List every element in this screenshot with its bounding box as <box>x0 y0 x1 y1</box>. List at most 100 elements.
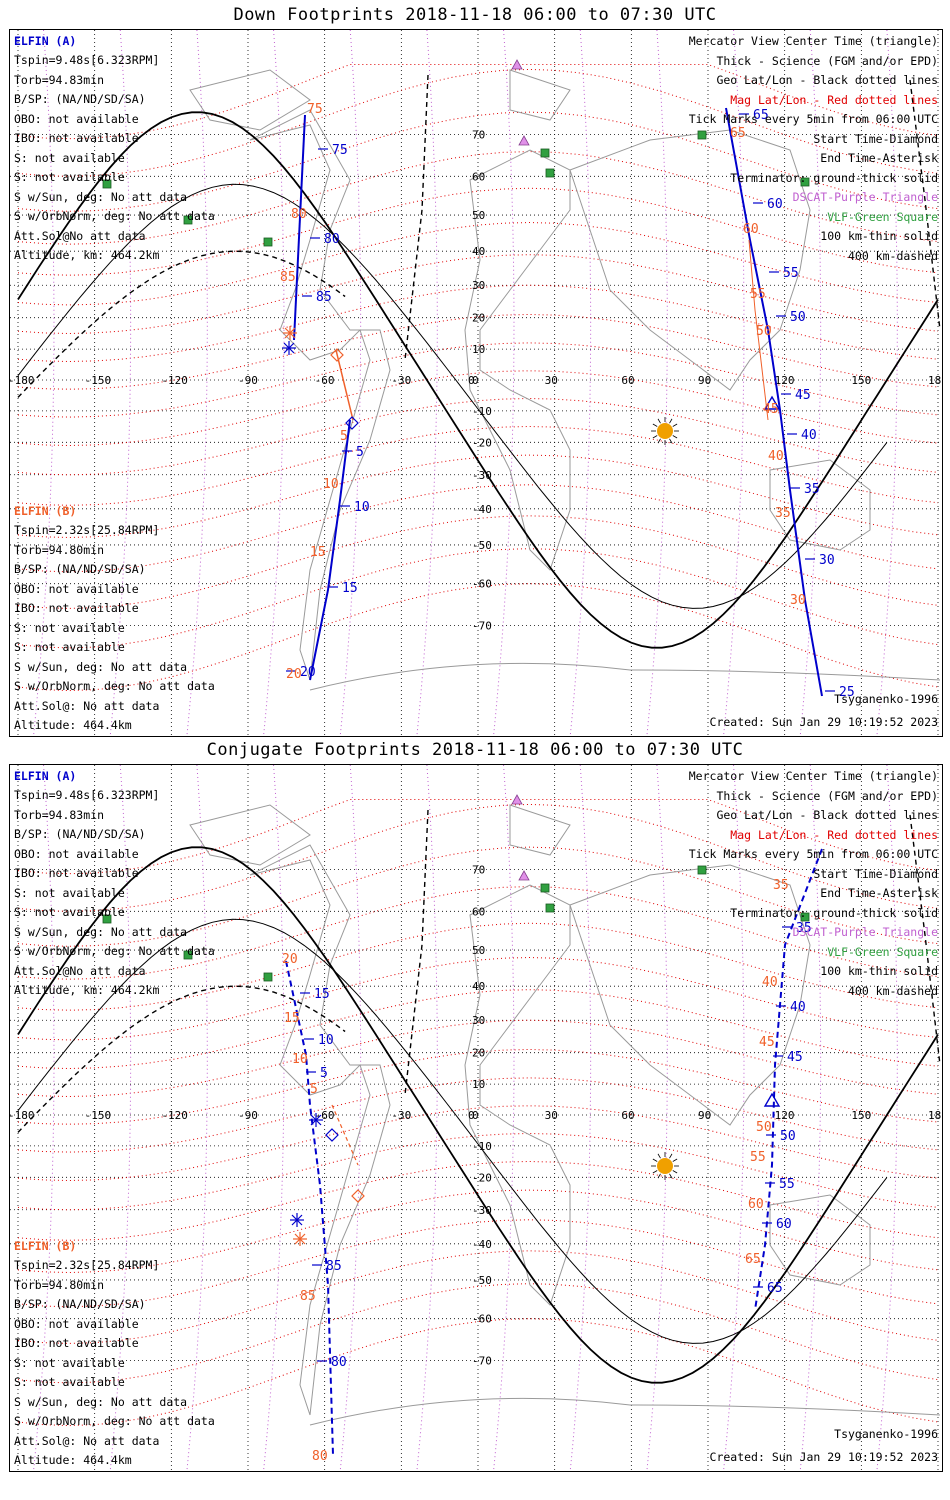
track-time-label: 55 <box>750 287 766 302</box>
coastline <box>569 864 811 1126</box>
created-timestamp: Created: Sun Jan 29 10:19:52 2023 <box>709 1450 938 1464</box>
sun-ray <box>652 435 658 439</box>
elfin-a-name: ELFIN (A) <box>14 34 77 48</box>
elfin-b-info-line: Torb=94.80min <box>14 1277 105 1292</box>
track-time-label: 10 <box>292 1052 308 1067</box>
end-asterisk <box>293 1232 307 1246</box>
dscat-marker <box>511 59 523 70</box>
sun-ray <box>669 438 673 444</box>
legend-line: End Time-Asterisk <box>820 886 938 900</box>
track-time-label: 35 <box>796 921 812 936</box>
elfin-b-info-line: S: not available <box>14 640 125 654</box>
terminator-400km <box>404 74 429 361</box>
track-time-label: 10 <box>318 1033 334 1048</box>
track-time-label: 15 <box>314 987 330 1002</box>
mag-lat-line <box>17 425 939 506</box>
vlf-station-marker <box>102 914 112 924</box>
elfin-b-science-track <box>309 419 351 681</box>
coastline <box>464 149 571 571</box>
sun-disc <box>657 1158 673 1174</box>
track-time-label: 40 <box>801 428 817 443</box>
lon-tick-label: -90 <box>238 1109 258 1122</box>
mag-lat-line <box>17 515 939 609</box>
asterisk-stroke <box>284 327 296 339</box>
vlf-station-marker <box>183 950 193 960</box>
lat-tick-label: 30 <box>472 279 485 292</box>
legend-line: 100 km-thin solid <box>820 229 938 243</box>
terminator-100km <box>17 183 888 609</box>
elfin-b-track <box>331 1104 359 1166</box>
map-panel-down: 70 60 50 40 30 20 10 0 -10 -20 -30 -40 -50 -60 -70 -180… <box>9 29 943 737</box>
mag-lat-line <box>17 956 939 1041</box>
lat-tick-label: 0 <box>472 1109 479 1122</box>
elfin-b-name: ELFIN (B) <box>14 504 77 518</box>
asterisk-stroke <box>291 1214 303 1226</box>
lat-tick-label: -20 <box>472 1171 492 1184</box>
lon-tick-label: -120 <box>161 1109 188 1122</box>
track-time-label: 5 <box>340 429 348 444</box>
elfin-b-info-line: Tspin=2.32s[25.84RPM] <box>14 523 160 537</box>
lon-tick-label: 150 <box>851 1109 871 1122</box>
track-time-label: 35 <box>773 878 789 893</box>
lat-tick-label: -70 <box>472 620 492 633</box>
coastline <box>189 804 311 866</box>
legend-line: 100 km-thin solid <box>820 964 938 978</box>
sun-ray <box>672 435 678 439</box>
mag-lat-line <box>17 1250 939 1344</box>
elfin-a-info-line: S: not available <box>14 885 125 900</box>
end-asterisk <box>309 1113 323 1127</box>
elfin-a-info-line: S w/Sun, deg: No att data <box>14 924 188 939</box>
terminator-400km <box>404 809 429 1096</box>
coastline <box>309 1397 941 1426</box>
coastline <box>569 129 811 391</box>
sun-icon <box>651 417 679 445</box>
track-time-label: 75 <box>332 143 348 158</box>
legend-line: Geo Lat/Lon - Black dotted lines <box>716 808 938 822</box>
elfin-b-info-line: IBO: not available <box>14 1336 139 1350</box>
track-time-label: 65 <box>767 1281 783 1296</box>
track-time-label: 65 <box>753 108 769 123</box>
legend-line: Thick - Science (FGM and/or EPD) <box>716 788 938 803</box>
sun-ray <box>652 1158 658 1162</box>
elfin-a-info-line: B/SP: (NA/ND/SD/SA) <box>14 827 146 841</box>
legend-line: Start Time-Diamond <box>813 866 938 881</box>
elfin-b-track <box>335 349 354 421</box>
lon-tick-label: 90 <box>698 1109 711 1122</box>
sun-ray <box>672 1170 678 1174</box>
lon-tick-label: 60 <box>621 1109 634 1122</box>
sun-ray <box>657 1173 661 1179</box>
track-time-label: 75 <box>307 102 323 117</box>
map-panel-conjugate: 70 60 50 40 30 20 10 0 -10 -20 -30 -40 -50 -60 -70 -180… <box>9 764 943 1472</box>
elfin-a-info-line: Att.Sol@No att data <box>14 228 146 243</box>
track-time-label: 50 <box>790 310 806 325</box>
mag-lon-line <box>493 765 515 1471</box>
mag-lat-line <box>17 1189 939 1274</box>
mag-lon-line <box>569 765 592 1471</box>
mag-lon-line <box>416 30 438 736</box>
mag-lon-line <box>723 765 745 1471</box>
track-time-label: 45 <box>763 402 779 417</box>
track-time-label: 45 <box>795 388 811 403</box>
vlf-station-marker <box>800 177 810 187</box>
elfin-a-info-line: S: not available <box>14 150 125 165</box>
legend-line: VLF-Green Square <box>827 209 938 224</box>
end-asterisk <box>282 341 296 355</box>
vlf-station-marker <box>540 883 550 893</box>
elfin-a-info-line: S w/OrbNorm, deg: No att data <box>14 944 215 958</box>
lat-tick-label: 50 <box>472 944 485 957</box>
track-time-label: 80 <box>312 1449 328 1464</box>
track-time-label: 65 <box>745 1252 761 1267</box>
elfin-a-info-line: B/SP: (NA/ND/SD/SA) <box>14 92 146 106</box>
elfin-b-info-line: OBO: not available <box>14 1316 139 1331</box>
legend-line: Tick Marks every 5min from 06:00 UTC <box>688 112 938 126</box>
elfin-a-info-line: S: not available <box>14 170 125 184</box>
lon-tick-label: -60 <box>315 1109 335 1122</box>
map-canvas: 706050403020100-10-20-30-40-50-60-70-180… <box>10 30 942 736</box>
track-time-label: 20 <box>300 665 316 680</box>
mag-lat-line <box>17 989 939 1070</box>
lat-tick-label: -10 <box>472 1140 492 1153</box>
mag-lat-line <box>17 1160 939 1241</box>
lat-tick-label: 40 <box>472 980 485 993</box>
sun-ray <box>652 1170 658 1174</box>
lat-tick-label: -60 <box>472 578 492 591</box>
